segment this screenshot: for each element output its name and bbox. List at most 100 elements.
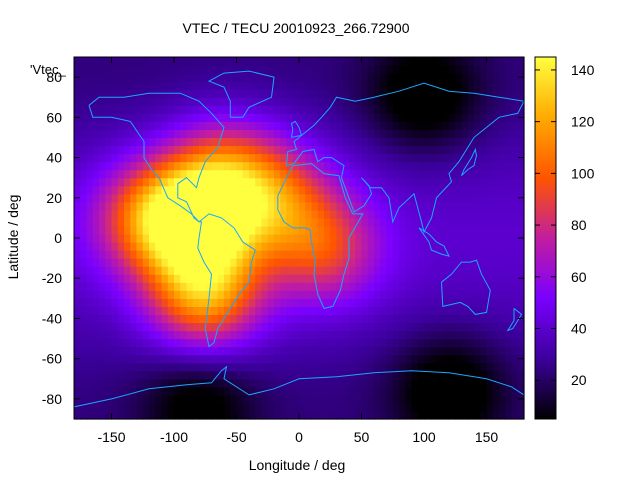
heatmap-cell (286, 97, 294, 106)
heatmap-cell (111, 338, 119, 348)
heatmap-cell (467, 217, 475, 227)
heatmap-cell (505, 330, 513, 340)
heatmap-cell (511, 266, 519, 275)
heatmap-cell (399, 137, 406, 147)
heatmap-cell (430, 330, 438, 340)
heatmap-cell (380, 201, 388, 211)
heatmap-cell (374, 282, 381, 291)
heatmap-cell (111, 225, 119, 235)
heatmap-cell (105, 153, 113, 163)
heatmap-cell (380, 121, 388, 130)
heatmap-cell (299, 338, 306, 348)
heatmap-cell (511, 274, 519, 283)
heatmap-cell (105, 298, 113, 307)
heatmap-cell (117, 322, 125, 332)
heatmap-cell (136, 298, 144, 307)
heatmap-cell (336, 354, 344, 364)
heatmap-cell (355, 105, 363, 114)
heatmap-cell (442, 225, 450, 235)
heatmap-cell (186, 97, 194, 106)
heatmap-cell (105, 370, 113, 380)
heatmap-cell (249, 282, 256, 291)
heatmap-cell (180, 306, 188, 316)
heatmap-cell (317, 73, 325, 82)
heatmap-cell (249, 161, 256, 171)
heatmap-cell (211, 306, 219, 316)
y-tick-label: 40 (46, 150, 62, 166)
heatmap-cell (461, 97, 469, 106)
heatmap-cell (130, 330, 138, 340)
heatmap-cell (155, 266, 163, 275)
heatmap-cell (367, 338, 375, 348)
heatmap-cell (242, 121, 250, 130)
heatmap-cell (449, 233, 456, 243)
heatmap-cell (199, 298, 206, 307)
heatmap-cell (136, 129, 144, 139)
heatmap-cell (455, 129, 463, 139)
heatmap-cell (449, 282, 456, 291)
heatmap-cell (174, 145, 181, 155)
heatmap-cell (255, 89, 263, 98)
heatmap-cell (511, 153, 519, 163)
heatmap-cell (405, 65, 413, 74)
heatmap-cell (161, 394, 169, 404)
heatmap-cell (261, 225, 269, 235)
heatmap-cell (192, 298, 200, 307)
heatmap-cell (499, 193, 506, 203)
heatmap-cell (430, 290, 438, 299)
heatmap-cell (74, 169, 81, 179)
heatmap-cell (124, 266, 131, 275)
heatmap-cell (111, 129, 119, 139)
heatmap-cell (511, 250, 519, 259)
heatmap-cell (205, 346, 213, 356)
heatmap-cell (486, 250, 494, 259)
heatmap-cell (136, 153, 144, 163)
heatmap-cell (142, 362, 150, 372)
heatmap-cell (499, 129, 506, 139)
heatmap-cell (224, 185, 231, 195)
heatmap-cell (130, 290, 138, 299)
heatmap-cell (474, 57, 481, 66)
heatmap-cell (192, 177, 200, 187)
heatmap-cell (349, 266, 356, 275)
heatmap-cell (205, 306, 213, 316)
heatmap-cell (480, 65, 488, 74)
heatmap-cell (492, 209, 500, 219)
heatmap-cell (505, 322, 513, 332)
heatmap-cell (149, 298, 156, 307)
heatmap-cell (392, 161, 400, 171)
heatmap-cell (386, 386, 394, 396)
y-tick-label: 60 (46, 109, 62, 125)
heatmap-cell (449, 145, 456, 155)
heatmap-cell (105, 129, 113, 139)
heatmap-cell (330, 370, 338, 380)
heatmap-cell (136, 314, 144, 324)
heatmap-cell (180, 378, 188, 388)
heatmap-cell (280, 89, 288, 98)
heatmap-cell (274, 169, 281, 179)
heatmap-cell (367, 314, 375, 324)
heatmap-cell (167, 362, 175, 372)
heatmap-cell (442, 177, 450, 187)
heatmap-cell (436, 266, 444, 275)
heatmap-cell (399, 362, 406, 372)
heatmap-cell (92, 153, 100, 163)
heatmap-cell (511, 410, 519, 420)
heatmap-cell (355, 97, 363, 106)
heatmap-cell (392, 217, 400, 227)
heatmap-cell (336, 57, 344, 66)
heatmap-cell (374, 338, 381, 348)
heatmap-cell (174, 169, 181, 179)
heatmap-cell (255, 161, 263, 171)
heatmap-cell (124, 314, 131, 324)
heatmap-cell (505, 306, 513, 316)
heatmap-cell (224, 354, 231, 364)
heatmap-cell (130, 314, 138, 324)
heatmap-cell (474, 274, 481, 283)
heatmap-cell (324, 177, 331, 187)
heatmap-cell (486, 129, 494, 139)
coastline-indonesia (418, 227, 450, 257)
heatmap-cell (361, 225, 369, 235)
heatmap-cell (467, 362, 475, 372)
heatmap-cell (142, 394, 150, 404)
